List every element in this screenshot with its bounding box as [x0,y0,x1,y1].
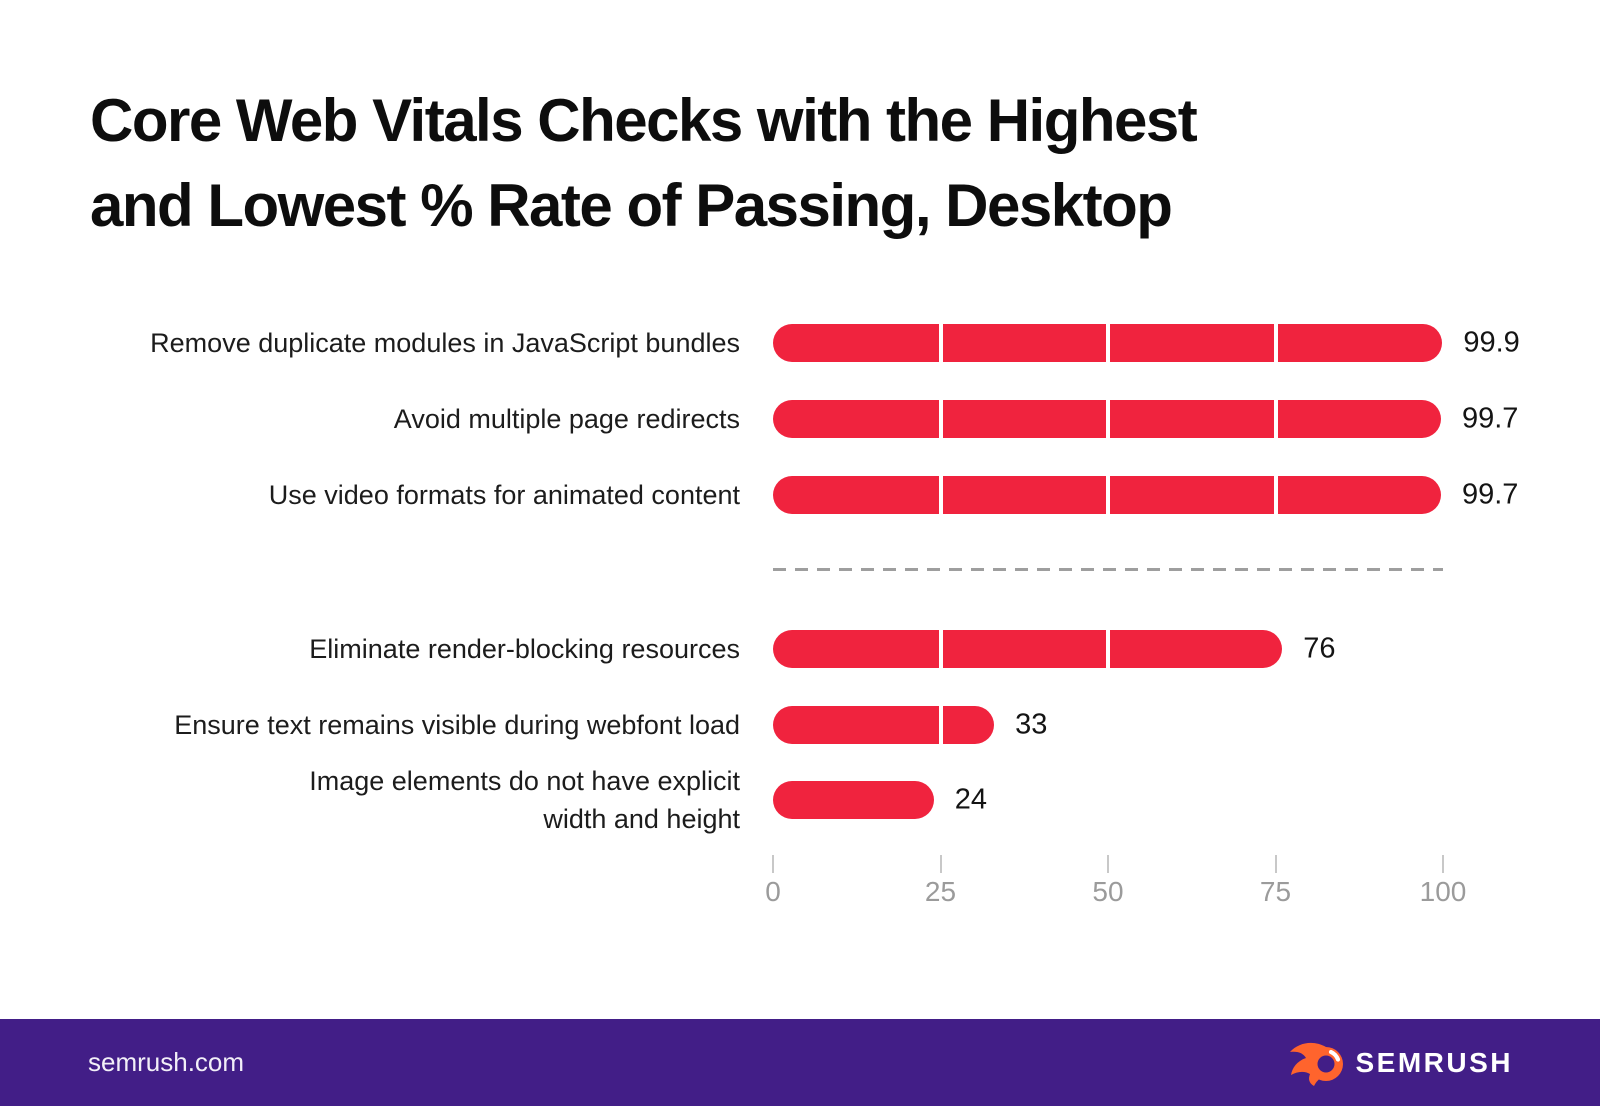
bar-label: Ensure text remains visible during webfo… [174,709,740,740]
chart-title: Core Web Vitals Checks with the Highest … [90,78,1198,248]
x-axis-tick-label: 25 [924,876,957,907]
bar-label: Remove duplicate modules in JavaScript b… [150,328,740,358]
footer-brand-text: SEMRUSH [1355,1046,1513,1078]
bar [773,630,1283,668]
bar-value-label: 99.9 [1463,326,1520,359]
x-axis-tick-label: 50 [1092,876,1124,907]
bar [773,324,1443,362]
group-separator-dashed-line [773,568,1443,571]
bar-segment-divider [1106,476,1110,514]
semrush-logo: SEMRUSH [1290,1039,1513,1087]
bar-segment-divider [938,400,943,438]
bar-segment-divider [1106,324,1110,362]
bar [773,781,934,819]
x-axis-tick-label: 100 [1419,876,1467,907]
x-axis-tick-label: 75 [1259,876,1292,907]
bar-label: Use video formats for animated content [268,480,740,510]
bar [773,705,995,744]
semrush-flame-icon [1290,1042,1344,1086]
bar-label: Image elements do not have explicit width… [309,766,740,834]
bar-value-label: 24 [954,783,988,816]
x-axis-tick-mark [1442,855,1444,873]
bar-segment-divider [938,476,943,514]
bar [773,400,1441,438]
bar-segment-divider [938,630,943,668]
bar-segment-divider [938,705,943,744]
bar-segment-divider [1273,476,1278,514]
bar-segment-divider [1106,630,1110,668]
bar-segment-divider [938,324,943,362]
chart-title-line-2: and Lowest % Rate of Passing, Desktop [90,172,1173,239]
footer-bar: semrush.com SEMRUSH [0,1019,1600,1106]
x-axis-tick-label: 0 [765,876,781,907]
bar [773,476,1441,514]
bar-value-label: 99.7 [1461,402,1519,435]
bar-value-label: 33 [1015,708,1048,740]
chart-title-line-1: Core Web Vitals Checks with the Highest [90,87,1198,154]
bar-label: Avoid multiple page redirects [393,404,740,434]
bar-segment-divider [1273,400,1278,438]
bar-segment-divider [1106,400,1110,438]
x-axis-tick-mark [939,855,942,873]
x-axis-tick-mark [1107,855,1109,873]
x-axis-tick-mark [772,855,774,873]
bar-value-label: 76 [1303,632,1336,665]
footer-site-url: semrush.com [88,1047,245,1077]
bar-segment-divider [1273,324,1278,362]
bar-label: Eliminate render-blocking resources [309,634,740,664]
x-axis-tick-mark [1274,855,1277,873]
bar-value-label: 99.7 [1461,478,1519,511]
